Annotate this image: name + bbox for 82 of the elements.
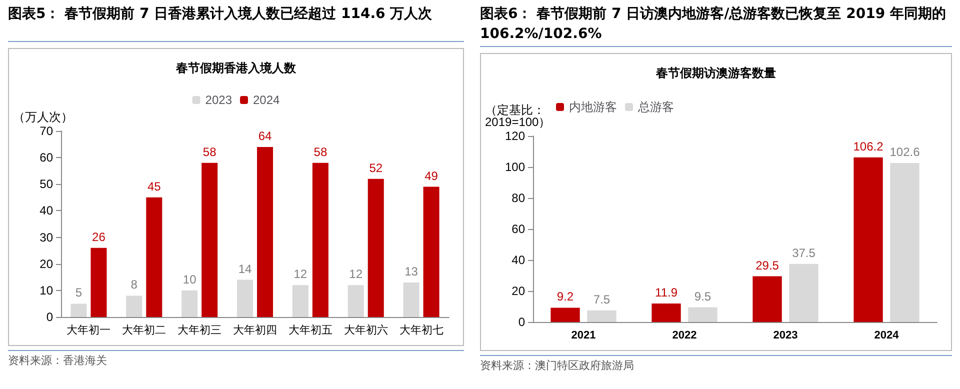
bar bbox=[423, 186, 440, 317]
bar bbox=[236, 280, 253, 317]
x-tick-label: 2023 bbox=[773, 330, 798, 342]
legend-label: 2024 bbox=[253, 93, 280, 107]
data-label: 45 bbox=[147, 179, 162, 194]
y-tick-label: 10 bbox=[40, 283, 54, 298]
data-label: 13 bbox=[404, 264, 418, 278]
y-tick-label: 70 bbox=[40, 124, 54, 138]
x-tick-label: 大年初一 bbox=[66, 324, 111, 336]
y-tick-label: 50 bbox=[40, 177, 54, 192]
bar bbox=[202, 162, 218, 317]
y-tick-label: 0 bbox=[518, 315, 526, 329]
data-label: 58 bbox=[202, 144, 217, 159]
data-label: 64 bbox=[258, 128, 272, 143]
y-tick-label: 120 bbox=[504, 129, 526, 143]
x-tick-label: 大年初七 bbox=[399, 324, 444, 336]
y-tick-label: 80 bbox=[512, 191, 526, 205]
x-tick-label: 2021 bbox=[571, 330, 596, 342]
data-label: 29.5 bbox=[756, 258, 780, 272]
bar bbox=[587, 310, 616, 322]
y-tick-label: 30 bbox=[40, 230, 54, 244]
data-label: 12 bbox=[294, 267, 308, 282]
y-tick-label: 40 bbox=[512, 253, 526, 267]
data-label: 8 bbox=[130, 278, 138, 292]
bar bbox=[146, 197, 162, 317]
legend-label: 内地游客 bbox=[569, 100, 617, 114]
bar bbox=[890, 162, 920, 322]
data-label: 49 bbox=[424, 168, 438, 183]
y-tick-label: 100 bbox=[504, 160, 526, 174]
bar bbox=[257, 146, 274, 317]
legend-label: 总游客 bbox=[637, 100, 674, 114]
x-tick-label: 2022 bbox=[672, 330, 697, 342]
x-tick-label: 大年初四 bbox=[233, 324, 277, 336]
data-label: 14 bbox=[238, 262, 252, 276]
bar bbox=[752, 276, 782, 322]
bar bbox=[368, 178, 384, 317]
y-tick-label: 0 bbox=[46, 310, 54, 324]
data-label: 106.2 bbox=[853, 139, 884, 154]
bar bbox=[292, 285, 308, 317]
bar bbox=[550, 308, 580, 322]
data-label: 12 bbox=[349, 267, 363, 282]
y-tick-label: 20 bbox=[512, 284, 526, 298]
bar bbox=[854, 157, 883, 322]
bar bbox=[688, 307, 718, 322]
data-label: 58 bbox=[314, 144, 328, 159]
y-tick-label: 60 bbox=[512, 222, 526, 236]
bar bbox=[348, 285, 364, 317]
x-tick-label: 2024 bbox=[874, 330, 900, 342]
bar bbox=[70, 304, 87, 317]
bar bbox=[789, 264, 818, 322]
legend-label: 2023 bbox=[205, 93, 232, 107]
bar bbox=[652, 304, 681, 322]
data-label: 102.6 bbox=[890, 144, 920, 159]
data-label: 5 bbox=[75, 286, 82, 300]
bar bbox=[126, 296, 142, 317]
x-tick-label: 大年初二 bbox=[122, 324, 166, 336]
chart-title: 图表6： 春节假期前 7 日访澳内地游客/总游客数已恢复至 2019 年同期的 106.2%/102.6% bbox=[480, 0, 952, 47]
text: 资料来源：香港海关 bbox=[8, 350, 464, 368]
y-tick-label: 40 bbox=[40, 204, 54, 218]
bar bbox=[182, 290, 198, 317]
data-label: 10 bbox=[182, 272, 197, 286]
x-tick-label: 大年初五 bbox=[288, 324, 332, 336]
y-tick-label: 20 bbox=[40, 256, 54, 271]
data-label: 9.5 bbox=[694, 289, 712, 304]
data-label: 11.9 bbox=[655, 286, 678, 300]
y-tick-label: 60 bbox=[40, 150, 54, 165]
data-label: 26 bbox=[92, 230, 106, 244]
data-label: 7.5 bbox=[593, 292, 610, 306]
data-label: 37.5 bbox=[792, 246, 816, 260]
bar bbox=[90, 248, 107, 317]
bar bbox=[403, 282, 420, 317]
bar bbox=[312, 162, 328, 317]
data-label: 52 bbox=[369, 160, 383, 175]
data-label: 9.2 bbox=[556, 290, 574, 304]
x-tick-label: 大年初三 bbox=[178, 324, 222, 336]
y-axis-title: （万人次） bbox=[13, 110, 73, 124]
chart-title: 图表5： 春节假期前 7 日香港累计入境人数已经超过 114.6 万人次 bbox=[8, 0, 464, 42]
y-axis-title: （定基比： 2019=100） bbox=[485, 103, 551, 129]
chart-subtitle: 春节假期访澳游客数量 bbox=[655, 66, 776, 80]
x-tick-label: 大年初六 bbox=[344, 324, 388, 336]
text: 资料来源：澳门特区政府旅游局 bbox=[480, 355, 952, 373]
chart-subtitle: 春节假期香港入境人数 bbox=[175, 61, 297, 75]
